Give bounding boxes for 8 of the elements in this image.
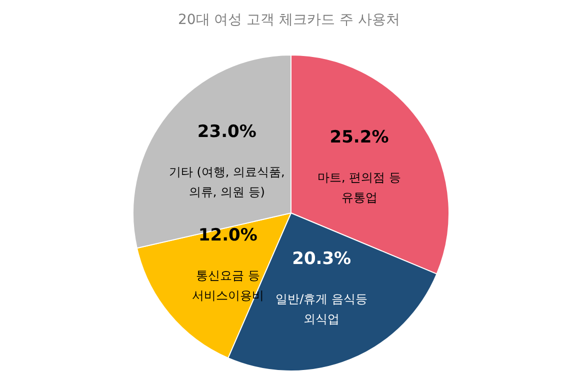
slice-label: 기타 (여행, 의료식품, 의류, 의원 등) [168,164,285,199]
data-label: 12.0% [198,225,258,246]
slice-label: 마트, 편의점 등 유통업 [318,170,401,205]
chart-title: 20대 여성 고객 체크카드 주 사용처 [178,12,400,28]
data-label: 25.2% [330,128,389,148]
slice-label: 일반/휴게 음식등 외식업 [276,292,368,326]
data-label: 23.0% [197,122,256,142]
data-label: 20.3% [292,249,352,270]
